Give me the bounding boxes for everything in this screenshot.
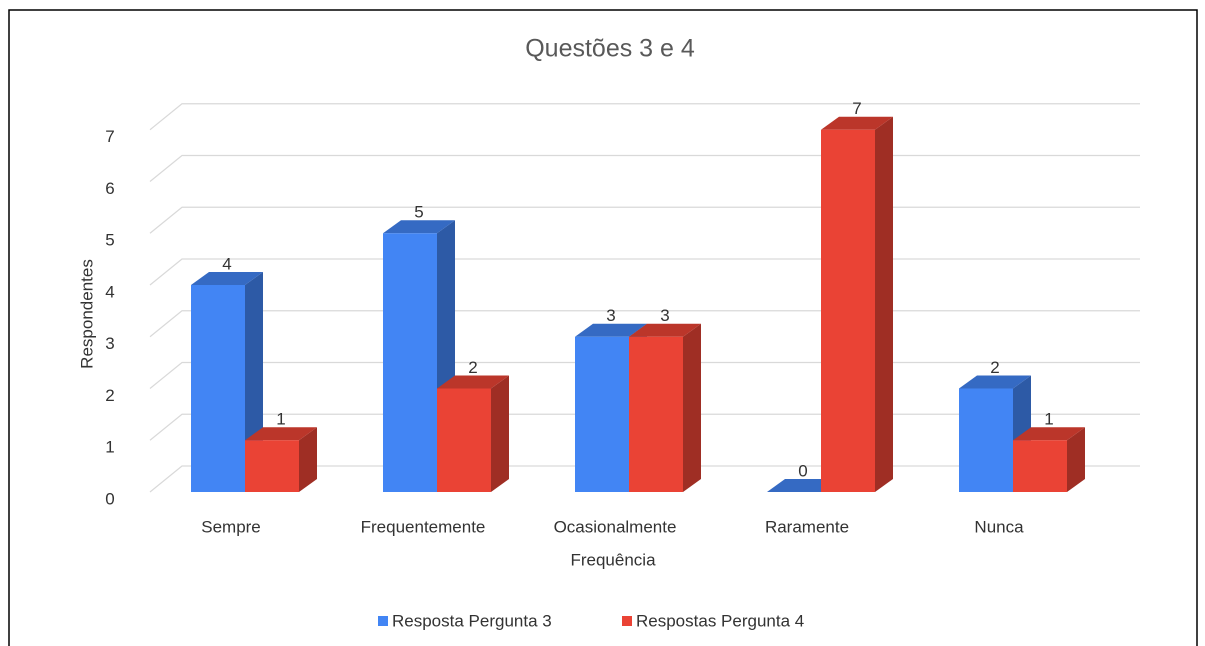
grid-line xyxy=(149,465,1140,493)
data-label: 2 xyxy=(468,358,477,377)
bar-side xyxy=(299,427,317,492)
bar-front xyxy=(575,336,629,492)
y-tick-label: 1 xyxy=(105,438,114,457)
bar-front xyxy=(383,233,437,492)
grid-line xyxy=(149,206,1140,234)
chart-title: Questões 3 e 4 xyxy=(525,35,695,63)
x-tick-label: Raramente xyxy=(765,517,849,536)
bar-side xyxy=(1067,427,1085,492)
x-tick-label: Ocasionalmente xyxy=(554,517,677,536)
bar-front xyxy=(821,129,875,492)
bar xyxy=(821,116,893,492)
bar-top xyxy=(245,427,317,441)
bar xyxy=(245,427,317,492)
y-tick-label: 6 xyxy=(105,179,114,198)
bar-side xyxy=(875,116,893,492)
bar-top xyxy=(437,375,509,389)
bar-top xyxy=(959,375,1031,389)
grid-line xyxy=(149,258,1140,286)
grid-line xyxy=(149,310,1140,338)
bar-top xyxy=(191,272,263,285)
bar-front xyxy=(437,388,491,492)
data-label: 3 xyxy=(606,306,615,325)
bar-front xyxy=(959,388,1013,492)
y-tick-label: 5 xyxy=(105,231,114,250)
grid-line xyxy=(149,154,1140,182)
legend-swatch xyxy=(622,616,632,626)
bar-front xyxy=(245,440,299,492)
data-label: 7 xyxy=(852,99,861,118)
data-label: 1 xyxy=(276,410,285,429)
bar-top xyxy=(575,323,647,337)
data-label: 4 xyxy=(222,254,231,273)
data-label: 5 xyxy=(414,203,423,222)
chart-frame xyxy=(8,9,1198,646)
legend-swatch xyxy=(378,616,388,626)
y-tick-label: 2 xyxy=(105,386,114,405)
bar xyxy=(437,375,509,492)
legend-label: Respostas Pergunta 4 xyxy=(636,611,804,630)
x-axis-title: Frequência xyxy=(570,550,656,569)
bar-front xyxy=(1013,440,1067,492)
y-tick-label: 3 xyxy=(105,334,114,353)
bar-side xyxy=(683,323,701,492)
bar-side xyxy=(491,375,509,492)
data-label: 1 xyxy=(1044,410,1053,429)
bar-front xyxy=(191,285,245,492)
data-label: 2 xyxy=(990,358,999,377)
y-tick-label: 7 xyxy=(105,127,114,146)
bar-top xyxy=(1013,427,1085,441)
grid-line xyxy=(149,361,1140,389)
x-tick-label: Nunca xyxy=(974,517,1024,536)
bar-top xyxy=(629,323,701,337)
bar xyxy=(1013,427,1085,492)
bar-top xyxy=(821,116,893,130)
y-tick-label: 0 xyxy=(105,489,114,508)
bar xyxy=(629,323,701,492)
grid-line xyxy=(149,413,1140,441)
bar-top xyxy=(383,220,455,234)
bar-front xyxy=(629,336,683,492)
legend-label: Resposta Pergunta 3 xyxy=(392,611,552,630)
y-tick-label: 4 xyxy=(105,282,114,301)
x-tick-label: Sempre xyxy=(201,517,261,536)
data-label: 0 xyxy=(798,461,807,480)
grid-line xyxy=(149,103,1140,131)
y-axis-title: Respondentes xyxy=(77,259,96,369)
x-tick-label: Frequentemente xyxy=(361,517,486,536)
data-label: 3 xyxy=(660,306,669,325)
